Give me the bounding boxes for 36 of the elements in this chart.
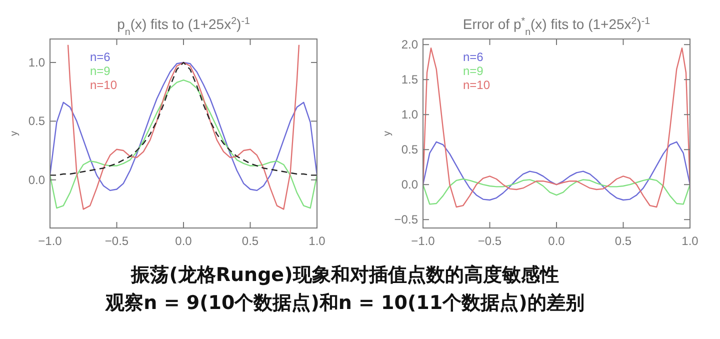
y-tick-label: 0.0 bbox=[401, 178, 418, 192]
x-tick-label: 0.0 bbox=[548, 234, 566, 248]
line-series bbox=[423, 141, 690, 201]
line-series bbox=[423, 178, 690, 205]
series-label: n=10 bbox=[90, 78, 118, 92]
y-axis-title: y bbox=[9, 131, 20, 136]
y-axis-title: y bbox=[382, 131, 393, 136]
text: n=6 bbox=[463, 50, 484, 64]
line-series bbox=[67, 44, 300, 210]
text: 观察n = 9(10个数据点)和n = 10(11个数据点)的差别 bbox=[104, 292, 584, 314]
chart-title: Error of p$^{*}$$_{n}$(x) fits to (1+25x$^{2}$)$^{-1}$ bbox=[462, 16, 650, 38]
line-series bbox=[423, 48, 690, 208]
x-tick-label: −1.0 bbox=[38, 234, 62, 248]
y-tick-label: 0.5 bbox=[28, 114, 46, 128]
x-tick-label: 1.0 bbox=[682, 234, 699, 248]
y-tick-label: 0.5 bbox=[401, 142, 418, 157]
y-tick-label: 0.0 bbox=[28, 172, 46, 187]
x-tick-label: −0.5 bbox=[478, 234, 502, 248]
y-tick-label: −0.5 bbox=[394, 212, 418, 227]
text: n=6 bbox=[90, 50, 111, 64]
series-label: n=10 bbox=[463, 78, 490, 92]
chart-title: p$_{n}$(x) fits to (1+25x$^{2}$)$^{-1}$ bbox=[117, 16, 250, 38]
x-tick-label: 1.0 bbox=[308, 234, 326, 248]
y-tick-label: 1.0 bbox=[28, 55, 46, 70]
x-tick-label: −0.5 bbox=[104, 234, 129, 248]
x-tick-label: −1.0 bbox=[411, 234, 436, 248]
y-tick-label: 1.5 bbox=[401, 72, 418, 87]
y-tick-label: 1.0 bbox=[401, 108, 418, 122]
text: 振荡(龙格Runge)现象和对插值点数的高度敏感性 bbox=[130, 264, 559, 286]
text: n=9 bbox=[463, 64, 484, 78]
y-tick-label: 2.0 bbox=[401, 38, 418, 52]
line-series bbox=[50, 79, 317, 209]
x-tick-label: 0.5 bbox=[614, 234, 632, 248]
text: n=9 bbox=[90, 64, 111, 78]
x-tick-label: 0.5 bbox=[242, 234, 259, 248]
x-tick-label: 0.0 bbox=[175, 234, 192, 248]
